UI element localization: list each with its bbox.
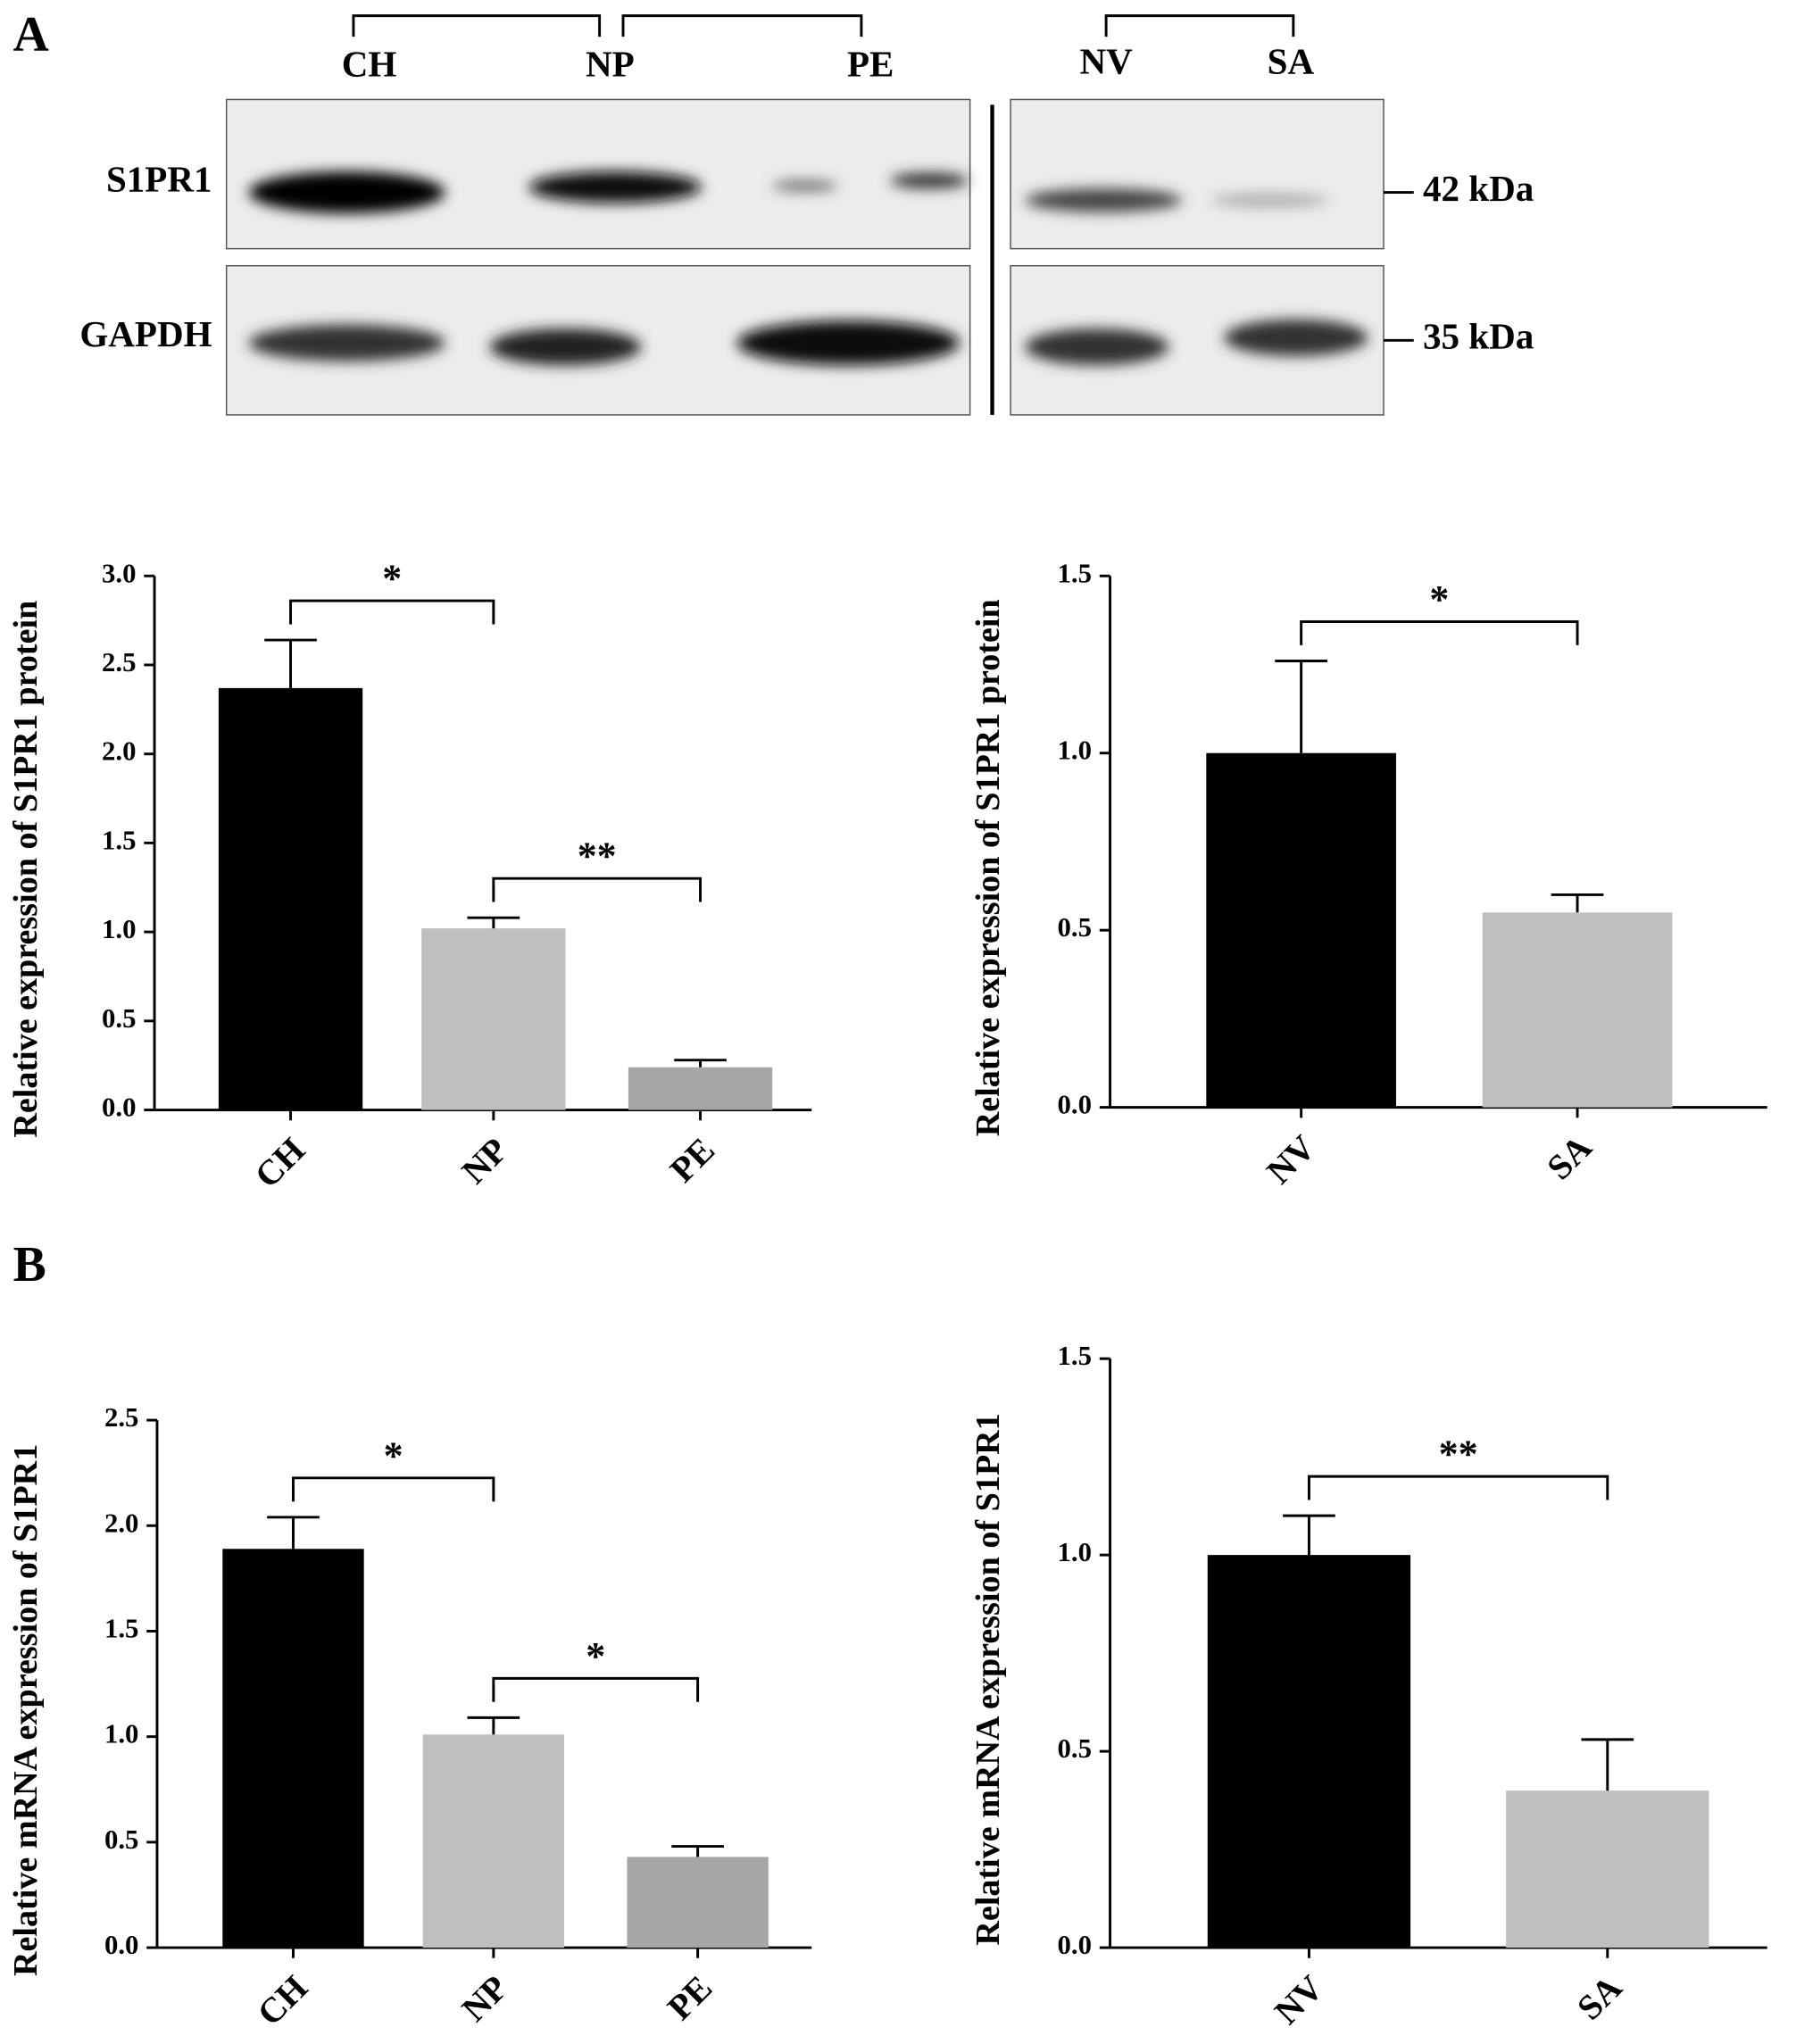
- x-tick-label: SA: [1569, 1967, 1629, 2027]
- error-bar: [671, 1845, 724, 1857]
- bar: [218, 687, 363, 1110]
- y-axis-title: Relative expression of S1PR1 protein: [7, 601, 45, 1138]
- error-bar: [674, 1059, 727, 1068]
- error-bar: [267, 1516, 320, 1550]
- bar: [422, 1734, 565, 1948]
- significance-label: **: [578, 835, 617, 878]
- error-bar: [1283, 1514, 1335, 1556]
- y-tick-label: 0.0: [104, 1930, 138, 1960]
- y-tick-label: 0.5: [1058, 1733, 1092, 1764]
- y-tick-label: 1.5: [102, 825, 136, 855]
- western-blot: [225, 14, 1414, 416]
- lane-label: NP: [586, 44, 635, 85]
- bar: [1506, 1791, 1709, 1948]
- y-tick-label: 3.0: [102, 558, 136, 588]
- y-tick-label: 1.5: [1058, 1341, 1092, 1371]
- bar: [1207, 1555, 1411, 1948]
- y-tick-label: 0.0: [1058, 1090, 1092, 1120]
- error-bar: [467, 916, 520, 929]
- significance-label: **: [1439, 1433, 1478, 1476]
- panel-label: A: [13, 7, 49, 62]
- error-bar: [1551, 893, 1604, 913]
- y-tick-label: 0.0: [1058, 1930, 1092, 1960]
- significance-bracket: [292, 1476, 495, 1502]
- x-tick-label: NP: [454, 1130, 515, 1191]
- significance-label: *: [382, 557, 402, 601]
- y-tick-label: 0.5: [104, 1824, 138, 1855]
- x-tick-label: PE: [660, 1968, 719, 2028]
- bar: [627, 1857, 769, 1948]
- y-tick-label: 0.5: [102, 1003, 136, 1034]
- row-label: GAPDH: [79, 313, 212, 354]
- y-tick-label: 0.0: [102, 1093, 136, 1123]
- row-label: S1PR1: [106, 159, 212, 200]
- x-tick-label: PE: [662, 1130, 722, 1190]
- x-tick-label: SA: [1540, 1127, 1600, 1187]
- x-tick-label: NP: [454, 1968, 515, 2029]
- y-tick-label: 1.5: [1058, 558, 1092, 588]
- significance-label: *: [586, 1634, 605, 1678]
- bar: [628, 1067, 773, 1110]
- y-tick-label: 2.5: [104, 1402, 138, 1433]
- y-axis-title: Relative mRNA expression of S1PR1: [7, 1444, 45, 1976]
- marker-label: 42 kDa: [1423, 168, 1534, 209]
- bar: [421, 928, 566, 1110]
- lane-label: SA: [1268, 41, 1315, 82]
- error-bar: [264, 638, 317, 688]
- significance-label: *: [1429, 577, 1449, 621]
- x-tick-label: NV: [1267, 1967, 1331, 2032]
- lane-label: PE: [847, 44, 894, 85]
- y-axis-title: Relative mRNA expression of S1PR1: [969, 1413, 1007, 1945]
- significance-bracket: [289, 599, 495, 625]
- y-tick-label: 2.0: [102, 736, 136, 767]
- significance-bracket: [492, 877, 703, 902]
- significance-bracket: [1307, 1475, 1609, 1500]
- error-bar: [1275, 660, 1327, 753]
- panel-label: B: [13, 1237, 46, 1292]
- y-tick-label: 1.0: [1058, 1537, 1092, 1567]
- lane-label: NV: [1079, 41, 1133, 82]
- y-tick-label: 1.0: [104, 1719, 138, 1749]
- x-tick-label: CH: [247, 1130, 312, 1195]
- x-tick-label: CH: [250, 1968, 315, 2033]
- significance-bracket: [1300, 620, 1579, 645]
- y-axis-title: Relative expression of S1PR1 protein: [969, 599, 1007, 1136]
- significance-label: *: [384, 1433, 403, 1477]
- y-tick-label: 1.0: [102, 914, 136, 944]
- significance-bracket: [492, 1676, 700, 1702]
- y-tick-label: 2.5: [102, 647, 136, 677]
- lane-label: CH: [342, 44, 397, 85]
- y-tick-label: 0.5: [1058, 912, 1092, 943]
- x-tick-label: NV: [1260, 1127, 1324, 1192]
- bar: [1482, 912, 1673, 1108]
- error-bar: [467, 1716, 520, 1735]
- marker-label: 35 kDa: [1423, 316, 1534, 357]
- y-tick-label: 1.0: [1058, 735, 1092, 766]
- bar: [1206, 752, 1396, 1108]
- bar: [222, 1549, 364, 1948]
- y-tick-label: 1.5: [104, 1614, 138, 1644]
- y-tick-label: 2.0: [104, 1508, 138, 1538]
- error-bar: [1581, 1738, 1634, 1791]
